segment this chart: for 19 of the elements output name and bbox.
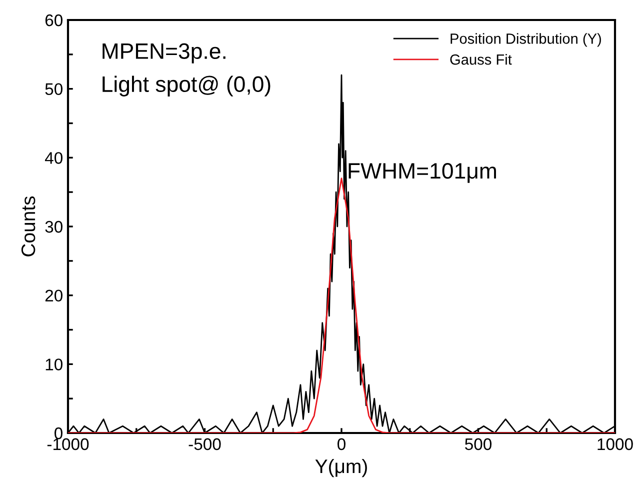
x-tick-label: 1000 — [598, 438, 633, 450]
legend-label: Position Distribution (Y) — [450, 33, 601, 47]
x-tick-label: -500 — [188, 438, 221, 450]
y-tick-label: 20 — [45, 290, 62, 302]
y-tick-label: 30 — [45, 220, 62, 233]
y-axis-title: Counts — [21, 196, 36, 256]
y-tick-label: 50 — [45, 83, 62, 96]
x-tick-label: 0 — [338, 438, 346, 450]
y-tick-label: 0 — [54, 427, 62, 440]
x-tick-label: 500 — [465, 438, 492, 450]
y-tick-label: 60 — [45, 14, 62, 26]
annotation: MPEN=3p.e. — [102, 43, 226, 64]
y-tick-label: 40 — [44, 152, 62, 164]
x-axis-title: Y(μm) — [315, 458, 367, 478]
y-tick-label: 10 — [46, 358, 62, 370]
annotation: FWHM=101μm — [348, 163, 496, 183]
legend-label: Gauss Fit — [450, 54, 512, 65]
x-tick-label: -1000 — [47, 438, 89, 450]
annotation: Light spot@ (0,0) — [102, 76, 270, 96]
